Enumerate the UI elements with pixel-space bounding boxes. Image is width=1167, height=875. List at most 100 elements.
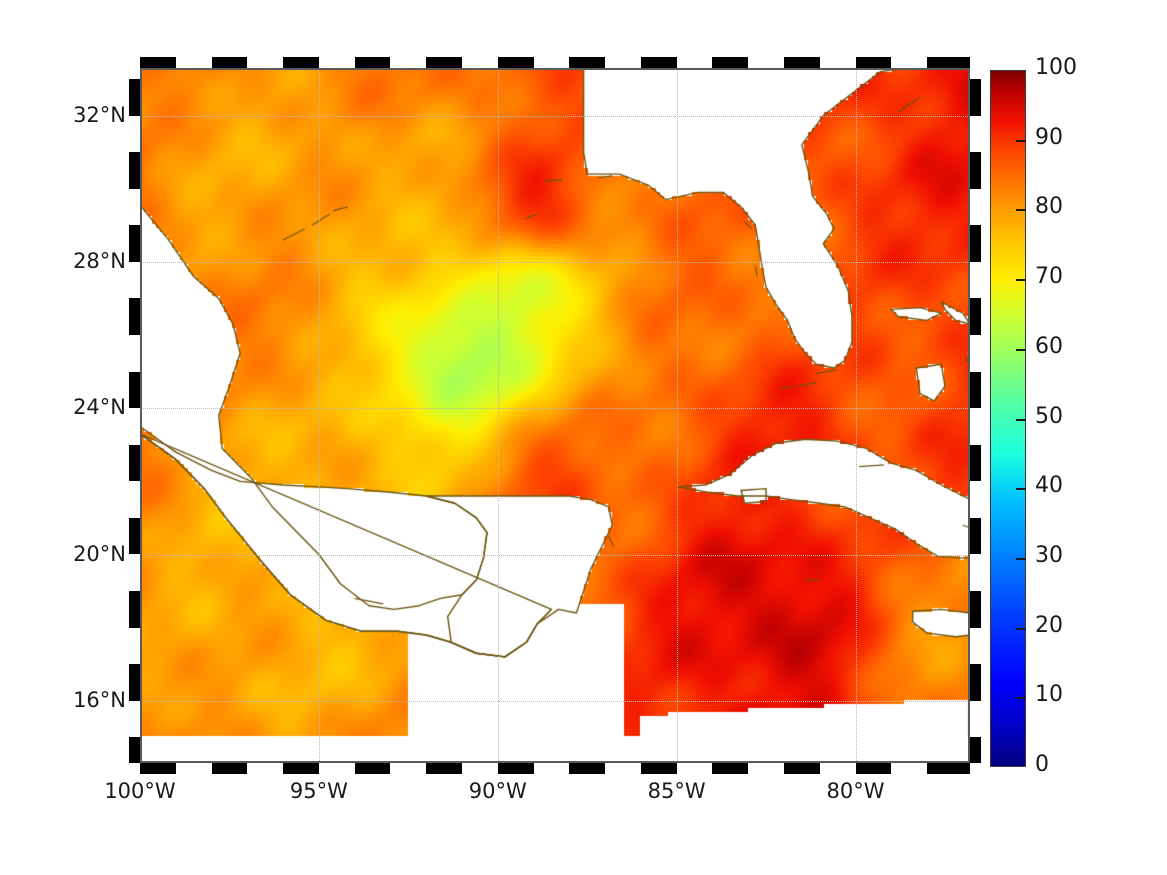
frame-bottom [140,761,970,763]
checker-segment [175,763,212,774]
colorbar-tick-mark [1016,418,1026,421]
checker-segment [318,763,355,774]
colorbar-tick-mark [1016,488,1026,491]
checker-segment [970,444,981,482]
gridline-lon [855,68,857,763]
checker-segment [970,371,981,409]
checker-segment [970,737,981,763]
frame-top [140,68,970,70]
checker-segment [970,554,981,592]
checker-segment [569,57,606,68]
checker-segment [426,57,462,68]
checker-segment [970,664,981,701]
sst-raster-canvas [140,68,970,763]
colorbar-tick-label: 20 [1035,612,1063,638]
gridline-lat [140,115,970,117]
checker-segment [970,591,981,628]
checker-segment [390,57,427,68]
longitude-tick-label: 100°W [104,779,176,803]
checker-segment [140,763,176,774]
checker-segment [970,700,981,738]
longitude-tick-label: 95°W [289,779,348,803]
checker-segment [175,57,212,68]
colorbar-tick-label: 100 [1035,55,1077,80]
checker-segment [129,68,140,79]
checker-segment [970,78,981,116]
colorbar-tick-mark [1016,139,1026,142]
checker-segment [129,737,140,763]
checker-segment [970,481,981,518]
checker-segment [712,57,749,68]
checker-segment [129,115,140,153]
checker-segment [129,517,140,555]
checker-segment [640,57,677,68]
checker-segment [318,57,355,68]
checker-segment [129,591,140,628]
checker-segment [640,763,677,774]
latitude-tick-label: 20°N [73,541,126,566]
checker-segment [783,763,820,774]
checker-segment [211,57,248,68]
checker-segment [426,763,462,774]
checker-segment [354,763,391,774]
checker-segment [129,444,140,482]
checker-segment [962,57,970,68]
longitude-tick-label: 85°W [647,779,706,803]
checker-segment [855,57,892,68]
checker-segment [970,517,981,555]
checker-segment [569,763,606,774]
checker-segment [962,763,970,774]
checker-segment [129,78,140,116]
checker-segment [970,627,981,665]
longitude-tick-label: 80°W [826,779,885,803]
checker-segment [283,763,319,774]
colorbar-tick-mark [1016,279,1026,282]
checker-segment [497,57,534,68]
checker-segment [247,57,284,68]
colorbar-tick-mark [1016,697,1026,700]
colorbar-tick-label: 60 [1035,333,1063,359]
checker-segment [390,763,427,774]
checker-segment [605,763,641,774]
checker-segment [970,188,981,226]
border-checker-right [970,68,981,763]
checker-segment [129,408,140,445]
checker-segment [129,225,140,262]
checker-segment [129,152,140,189]
checker-segment [129,664,140,701]
checker-segment [283,57,319,68]
colorbar-tick-mark [1016,209,1026,212]
latitude-tick-label: 32°N [73,102,126,127]
checker-segment [748,57,784,68]
checker-segment [140,57,176,68]
checker-segment [927,763,963,774]
checker-segment [927,57,963,68]
checker-segment [819,763,856,774]
map-panel[interactable] [129,57,981,774]
gridline-lat [140,700,970,702]
checker-segment [891,763,928,774]
checker-segment [129,261,140,299]
sst-field-raster [140,68,970,763]
checker-segment [497,763,534,774]
checker-segment [129,700,140,738]
checker-segment [970,261,981,299]
checker-segment [129,554,140,592]
checker-segment [247,763,284,774]
gridline-lon [676,68,678,763]
map-plot-area[interactable] [140,68,970,763]
checker-segment [970,152,981,189]
colorbar-tick-mark [1016,627,1026,630]
border-checker-top [140,57,970,68]
border-checker-left [129,68,140,763]
colorbar-tick-label: 70 [1035,264,1063,290]
checker-segment [211,763,248,774]
colorbar-tick-label: 40 [1035,473,1063,499]
colorbar-tick-label: 50 [1035,403,1063,429]
colorbar-tick-mark [1016,348,1026,351]
longitude-tick-label: 90°W [468,779,527,803]
checker-segment [970,335,981,372]
checker-segment [819,57,856,68]
checker-segment [712,763,749,774]
